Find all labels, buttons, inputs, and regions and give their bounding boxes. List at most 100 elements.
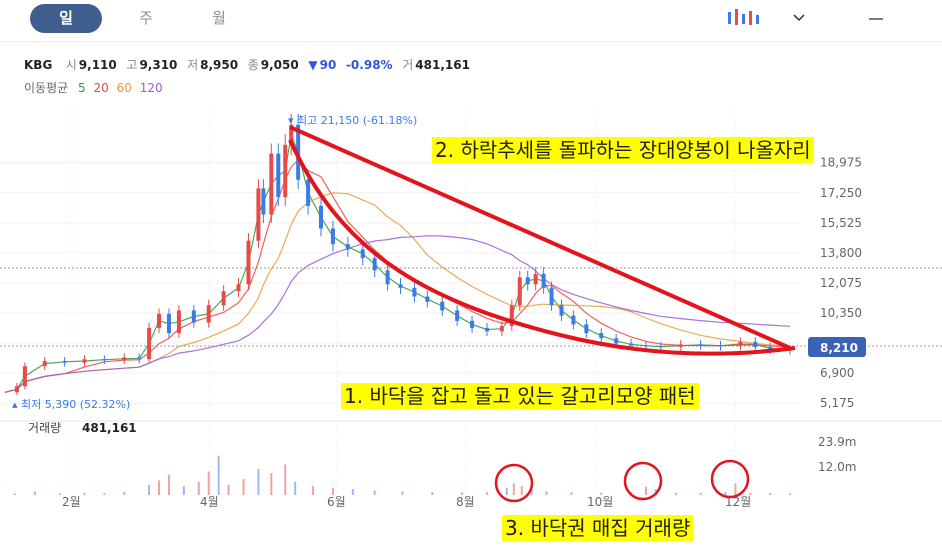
candle-body — [42, 360, 47, 367]
candle-body — [372, 258, 377, 271]
volume-title: 거래량 — [28, 421, 61, 435]
volume-bar — [734, 483, 737, 495]
volume-bar — [351, 489, 354, 495]
volume-bar — [724, 492, 727, 495]
minimize-icon[interactable] — [866, 6, 886, 30]
candle-body — [629, 343, 634, 346]
volume-bar — [217, 455, 220, 495]
tab-month[interactable]: 월 — [212, 9, 226, 27]
volume-bar — [431, 492, 434, 495]
volume-bar — [312, 486, 315, 495]
ma-60[interactable]: 60 — [116, 81, 132, 95]
x-tick-label: 10월 — [587, 495, 613, 509]
candle-body — [206, 305, 211, 323]
candle-body — [385, 270, 390, 285]
candlestick-icon[interactable] — [724, 6, 762, 30]
candle-body — [246, 240, 251, 285]
candle-body — [398, 284, 403, 288]
x-tick-label: 2월 — [62, 495, 81, 509]
price-info-bar: KBG 시 9,110 고 9,310 저 8,950 종 9,050 ▼ 90 -0.9… — [24, 56, 472, 73]
candle-body — [296, 124, 301, 180]
candle-body — [166, 313, 171, 334]
ma-5[interactable]: 5 — [78, 81, 86, 95]
high-label: 고 — [126, 58, 138, 72]
candle-body — [584, 324, 589, 334]
volume-bar — [530, 489, 533, 495]
tab-day[interactable]: 일 — [30, 4, 102, 33]
candle-body — [614, 338, 619, 344]
volume-bar — [207, 471, 210, 495]
ticker: KBG — [24, 58, 53, 72]
candle-body — [157, 313, 162, 328]
candle-body — [345, 244, 350, 250]
volume-bar — [13, 493, 16, 495]
candle-body — [102, 359, 107, 361]
x-tick-label: 8월 — [456, 495, 475, 509]
candle-body — [360, 249, 365, 259]
annotation-breakout: 2. 하락추세를 돌파하는 장대양봉이 나올자리 — [432, 137, 814, 163]
volume-label: 거 — [402, 58, 414, 72]
low-marker: ▴ 최저 5,390 (52.32%) — [12, 398, 130, 411]
volume-circle — [494, 463, 534, 503]
candle-body — [147, 327, 152, 360]
y-tick-label: 5,175 — [820, 396, 854, 410]
volume-bar — [461, 492, 464, 495]
low-value: 8,950 — [200, 58, 239, 72]
candle-body — [643, 345, 648, 347]
volume-tick-label: 23.9m — [818, 435, 856, 449]
volume-bar — [749, 492, 752, 495]
x-tick-label: 12월 — [725, 495, 751, 509]
candle-body — [306, 179, 311, 206]
candle-body — [499, 326, 504, 332]
candle-body — [559, 305, 564, 316]
volume-bar — [197, 481, 200, 495]
volume-bar — [769, 492, 772, 495]
volume-bar — [674, 492, 677, 495]
volume-circle — [623, 461, 663, 501]
volume-bar — [600, 492, 603, 495]
current-price-tag — [808, 337, 866, 357]
volume-bar — [520, 486, 523, 495]
y-tick-label: 17,250 — [820, 186, 862, 200]
hook-pattern-curve — [288, 139, 796, 356]
candle-body — [283, 144, 288, 198]
candle-body — [276, 153, 281, 198]
volume-bar — [373, 490, 376, 495]
candle-body — [122, 357, 127, 361]
open-label: 시 — [65, 58, 77, 72]
tab-week[interactable]: 주 — [139, 9, 153, 27]
x-tick-label: 6월 — [327, 495, 346, 509]
candle-body — [62, 360, 67, 363]
y-tick-label: 15,525 — [820, 216, 862, 230]
change-percent: -0.98% — [345, 58, 393, 72]
candle-body — [470, 320, 475, 328]
volume-bar — [182, 486, 185, 495]
ma-120[interactable]: 120 — [139, 81, 163, 95]
high-value: 9,310 — [139, 58, 178, 72]
candle-body — [236, 284, 241, 292]
candle-body — [425, 296, 430, 302]
annotation-hook-pattern: 1. 바닥을 잡고 돌고 있는 갈고리모양 패턴 — [341, 383, 699, 409]
chevron-down-icon[interactable] — [790, 6, 808, 30]
volume-bar — [242, 478, 245, 495]
current-price-label: 8,210 — [820, 341, 858, 355]
candle-body — [22, 366, 27, 387]
ma-20[interactable]: 20 — [93, 81, 109, 95]
open-value: 9,110 — [78, 58, 117, 72]
candle-body — [330, 228, 335, 245]
low-label: 저 — [187, 58, 199, 72]
volume-bar — [644, 486, 647, 495]
candle-body — [256, 188, 261, 241]
candle-body — [455, 310, 460, 321]
volume-bar — [331, 487, 334, 495]
candle-body — [698, 344, 703, 346]
volume-bar — [545, 491, 548, 495]
volume-tick-label: 12.0m — [818, 460, 856, 474]
volume-bar — [570, 492, 573, 495]
candle-body — [191, 310, 196, 323]
ma-label: 이동평균 — [24, 81, 69, 95]
volume-title-value: 481,161 — [82, 421, 137, 435]
y-tick-label: 6,900 — [820, 366, 854, 380]
candle-body — [718, 345, 723, 347]
